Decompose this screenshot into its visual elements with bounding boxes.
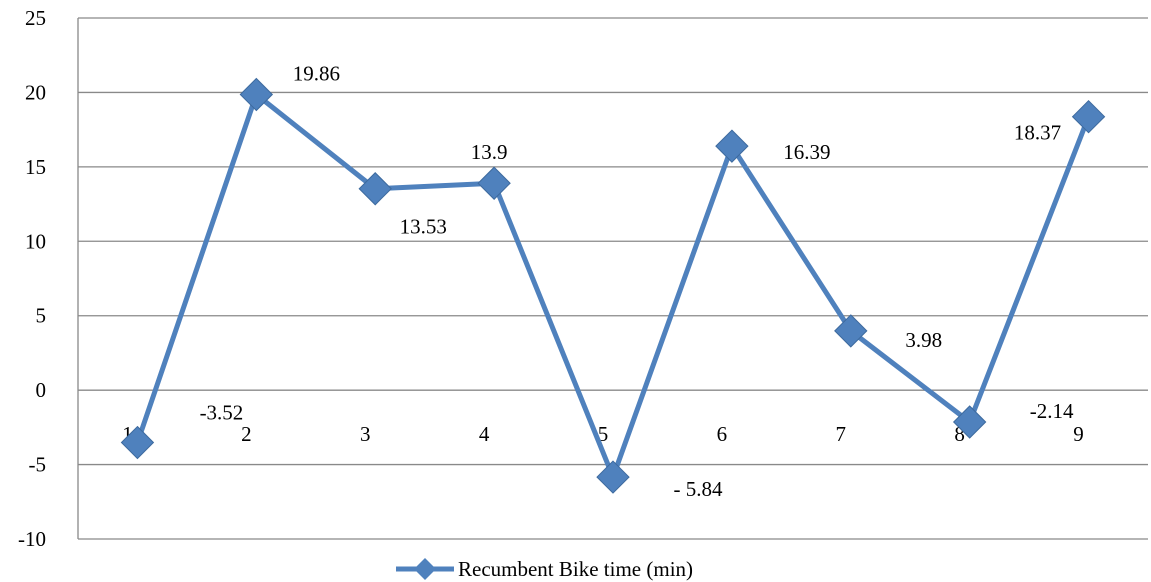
- data-point-5: [596, 460, 630, 494]
- x-tick-label-1: 2: [241, 422, 252, 446]
- data-label-4: 13.9: [471, 140, 508, 164]
- x-tick-label-3: 4: [479, 422, 490, 446]
- y-tick-label-1: -5: [29, 453, 47, 477]
- data-label-1: -3.52: [200, 401, 244, 425]
- x-tick-label-8: 9: [1073, 422, 1084, 446]
- y-tick-label-4: 10: [25, 229, 46, 253]
- series-group: [120, 77, 1106, 494]
- data-label-2: 19.86: [293, 62, 340, 86]
- data-label-8: -2.14: [1030, 399, 1074, 423]
- data-point-4: [477, 166, 511, 200]
- y-tick-label-3: 5: [36, 304, 47, 328]
- data-point-7: [834, 314, 868, 348]
- legend: Recumbent Bike time (min): [396, 557, 693, 581]
- data-label-7: 3.98: [905, 328, 942, 352]
- data-label-3: 13.53: [400, 215, 447, 239]
- x-tick-label-0: 1: [122, 422, 133, 446]
- legend-marker: [414, 558, 436, 580]
- data-labels: -3.52 19.86 13.53 13.9 - 5.84 16.39 3.98 -2.14 1…: [200, 62, 1074, 502]
- x-tick-label-2: 3: [360, 422, 371, 446]
- series-line: [135, 92, 1091, 480]
- x-tick-label-6: 7: [836, 422, 847, 446]
- y-tick-label-6: 20: [25, 80, 46, 104]
- data-point-8: [952, 405, 987, 439]
- y-tick-label-0: -10: [18, 527, 46, 551]
- data-label-9: 18.37: [1014, 121, 1061, 145]
- x-tick-label-7: 8: [954, 422, 965, 446]
- y-tick-label-7: 25: [25, 6, 46, 30]
- x-tick-label-4: 5: [598, 422, 609, 446]
- legend-label: Recumbent Bike time (min): [458, 557, 693, 581]
- y-axis-tick-labels: -10 -5 0 5 10 15 20 25: [18, 6, 46, 551]
- data-point-9: [1071, 99, 1106, 134]
- y-tick-label-5: 15: [25, 155, 46, 179]
- data-point-3: [358, 172, 392, 206]
- y-tick-label-2: 0: [36, 378, 47, 402]
- x-axis-tick-labels: 1 2 3 4 5 6 7 8 9: [122, 422, 1084, 446]
- data-point-6: [715, 129, 749, 163]
- data-label-6: 16.39: [783, 140, 830, 164]
- x-tick-label-5: 6: [717, 422, 728, 446]
- data-point-2: [239, 77, 274, 112]
- data-point-1: [120, 425, 155, 460]
- data-label-5: - 5.84: [674, 477, 723, 501]
